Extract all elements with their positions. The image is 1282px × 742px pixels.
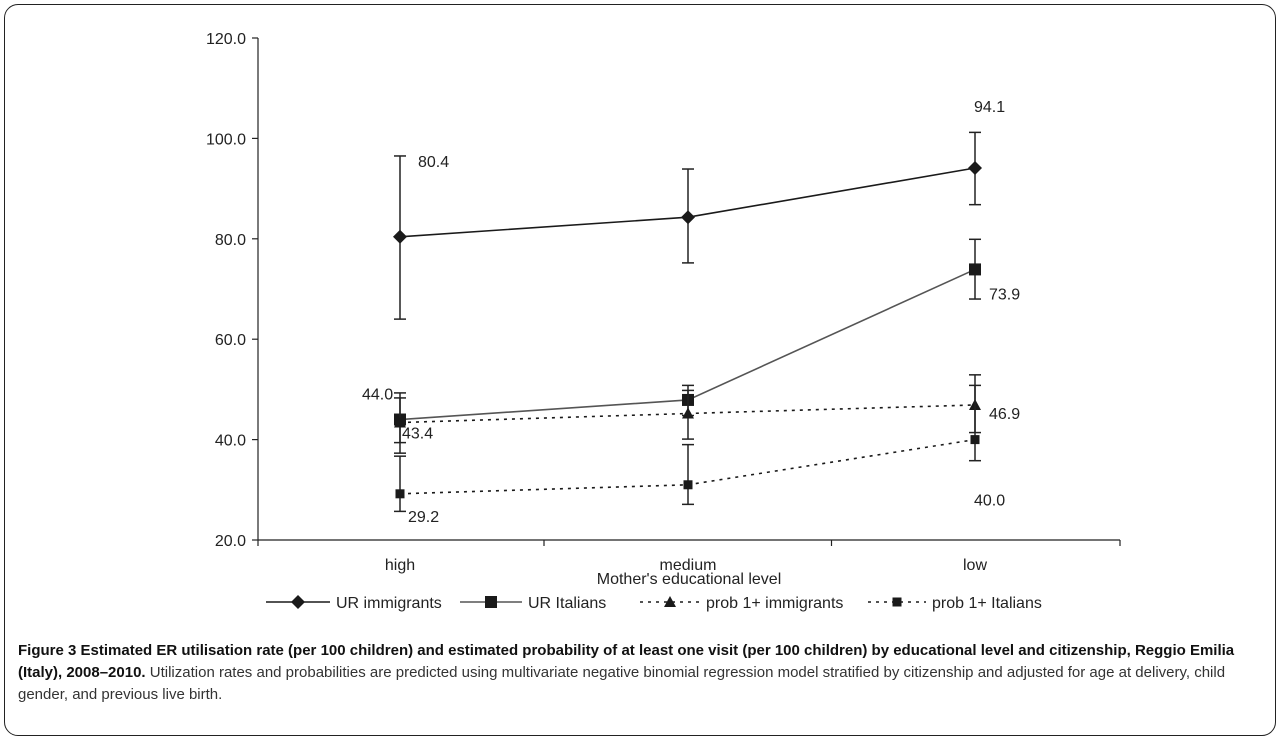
data-label: 94.1: [974, 99, 1005, 116]
legend-label: UR immigrants: [336, 595, 442, 612]
data-label: 29.2: [408, 509, 439, 526]
legend-label: UR Italians: [528, 595, 606, 612]
data-point: [968, 161, 982, 176]
y-tick-label: 100.0: [206, 131, 246, 148]
data-point: [683, 480, 693, 490]
legend-label: prob 1+ immigrants: [706, 595, 843, 612]
legend-item: UR immigrants: [266, 595, 442, 612]
x-tick-label: low: [963, 557, 987, 574]
line-chart: 20.0 40.0 60.0 80.0 100.0 120.0 high medium low M…: [206, 31, 1121, 612]
legend-marker: [664, 596, 676, 607]
data-label: 46.9: [989, 406, 1020, 423]
series-prob-1-italians: 29.2 40.0: [394, 384, 1005, 526]
series-ur-italians: 44.0 73.9: [362, 238, 1020, 454]
y-tick-label: 20.0: [215, 533, 246, 550]
data-label: 73.9: [989, 286, 1020, 303]
legend-label: prob 1+ Italians: [932, 595, 1042, 612]
series-ur-immigrants: 80.4 94.1: [393, 99, 1005, 320]
figure-frame: [4, 4, 1276, 736]
legend-marker: [485, 596, 497, 608]
data-point: [393, 229, 407, 244]
data-label: 44.0: [362, 387, 393, 404]
y-tick-label: 60.0: [215, 332, 246, 349]
data-point: [681, 210, 695, 225]
legend-item: UR Italians: [460, 595, 606, 612]
data-point: [394, 416, 406, 428]
data-point: [969, 263, 981, 276]
figure-caption: Figure 3 Estimated ER utilisation rate (…: [18, 640, 1258, 706]
legend-marker: [892, 597, 902, 607]
legend-item: prob 1+ Italians: [868, 595, 1042, 612]
data-label: 43.4: [402, 426, 433, 443]
data-label: 80.4: [418, 154, 449, 171]
y-tick-label: 80.0: [215, 232, 246, 249]
data-point: [395, 489, 405, 499]
caption-body: Utilization rates and probabilities are …: [18, 664, 1226, 703]
y-tick-label: 40.0: [215, 433, 246, 450]
legend-item: prob 1+ immigrants: [640, 595, 843, 612]
x-tick-label: high: [385, 557, 415, 574]
legend: UR immigrants UR Italians prob 1+ immigran…: [266, 595, 1042, 612]
x-tick-label: medium: [660, 557, 717, 574]
data-point: [970, 435, 980, 445]
x-axis-title: Mother's educational level: [597, 571, 782, 588]
data-label: 40.0: [974, 493, 1005, 510]
y-tick-label: 120.0: [206, 31, 246, 48]
series-prob-1-immigrants: 43.4 46.9: [394, 374, 1020, 444]
caption-title: Figure 3 Estimated ER utilisation rate (…: [18, 642, 1235, 681]
legend-marker: [291, 595, 305, 609]
data-point: [682, 407, 694, 419]
